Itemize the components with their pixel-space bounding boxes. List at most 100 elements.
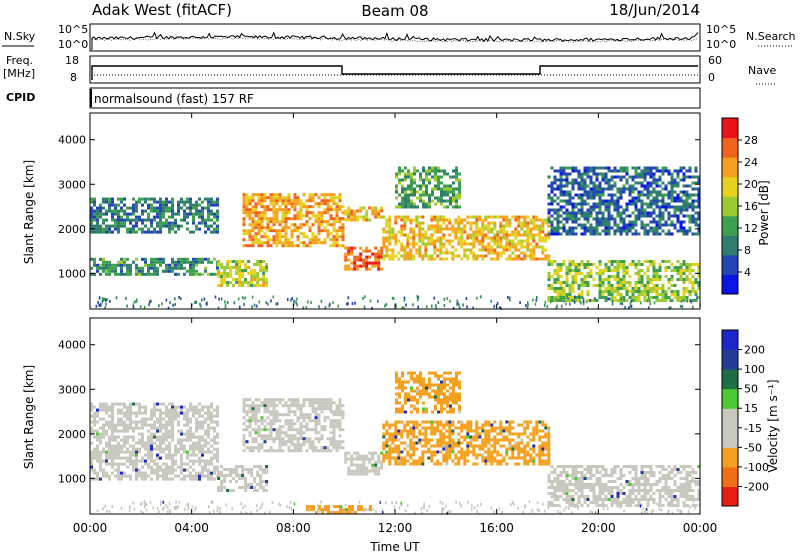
heatmap-cell bbox=[123, 438, 126, 442]
heatmap-cell bbox=[622, 223, 626, 227]
heatmap-cell bbox=[382, 435, 386, 439]
heatmap-cell bbox=[195, 423, 198, 427]
heatmap-cell bbox=[649, 263, 653, 266]
heatmap-cell bbox=[691, 217, 695, 221]
heatmap-cell bbox=[394, 438, 398, 442]
heatmap-cell bbox=[248, 214, 252, 218]
heatmap-cell bbox=[204, 450, 207, 454]
heatmap-cell bbox=[547, 260, 551, 263]
heatmap-cell bbox=[311, 199, 315, 203]
heatmap-cell bbox=[619, 169, 623, 173]
heatmap-cell bbox=[335, 205, 339, 209]
heatmap-cell bbox=[604, 208, 608, 212]
heatmap-cell bbox=[682, 260, 686, 263]
heatmap-cell bbox=[141, 405, 144, 409]
heatmap-cell bbox=[487, 236, 491, 240]
heatmap-cell bbox=[580, 223, 584, 227]
heatmap-cell bbox=[568, 226, 572, 230]
heatmap-cell bbox=[223, 474, 227, 477]
heatmap-cell bbox=[96, 444, 99, 448]
heatmap-cell bbox=[192, 450, 195, 454]
heatmap-cell bbox=[150, 299, 152, 303]
heatmap-cell bbox=[565, 229, 569, 233]
heatmap-cell bbox=[391, 441, 395, 445]
heatmap-cell bbox=[410, 172, 413, 176]
heatmap-cell bbox=[177, 420, 180, 424]
heatmap-cell bbox=[254, 413, 258, 417]
heatmap-cell bbox=[449, 199, 452, 203]
heatmap-cell bbox=[388, 215, 392, 219]
heatmap-cell bbox=[195, 429, 198, 433]
heatmap-cell bbox=[108, 405, 111, 409]
heatmap-cell bbox=[265, 263, 269, 266]
heatmap-cell bbox=[673, 269, 677, 272]
heatmap-cell bbox=[156, 420, 159, 424]
heatmap-cell bbox=[560, 304, 563, 308]
heatmap-cell bbox=[649, 166, 653, 170]
heatmap-cell bbox=[141, 272, 144, 276]
heatmap-cell bbox=[547, 236, 551, 240]
heatmap-cell bbox=[406, 245, 410, 249]
heatmap-cell bbox=[628, 263, 632, 266]
heatmap-cell bbox=[538, 236, 542, 240]
heatmap-cell bbox=[578, 295, 581, 299]
heatmap-cell bbox=[123, 420, 126, 424]
heatmap-cell bbox=[568, 211, 572, 215]
heatmap-cell bbox=[670, 199, 674, 203]
heatmap-cell bbox=[382, 441, 386, 445]
heatmap-cell bbox=[631, 175, 635, 179]
heatmap-cell bbox=[204, 218, 207, 222]
heatmap-cell bbox=[619, 299, 623, 302]
heatmap-cell bbox=[451, 429, 455, 433]
heatmap-cell bbox=[314, 449, 318, 453]
heatmap-cell bbox=[589, 190, 593, 194]
heatmap-cell bbox=[168, 456, 171, 460]
heatmap-cell bbox=[177, 227, 180, 231]
heatmap-cell bbox=[436, 429, 440, 433]
heatmap-cell bbox=[90, 402, 93, 406]
heatmap-cell bbox=[385, 444, 389, 448]
heatmap-cell bbox=[210, 438, 213, 442]
heatmap-cell bbox=[592, 181, 596, 185]
heatmap-cell bbox=[484, 438, 488, 442]
heatmap-cell bbox=[655, 299, 659, 302]
heatmap-cell bbox=[189, 272, 192, 276]
heatmap-cell bbox=[413, 205, 416, 209]
heatmap-cell bbox=[251, 226, 255, 230]
heatmap-cell bbox=[174, 224, 177, 228]
heatmap-cell bbox=[96, 456, 99, 460]
heatmap-cell bbox=[388, 444, 392, 448]
heatmap-cell bbox=[368, 218, 372, 222]
heatmap-cell bbox=[664, 205, 668, 209]
heatmap-cell bbox=[463, 239, 467, 243]
heatmap-cell bbox=[673, 266, 677, 269]
heatmap-cell bbox=[691, 187, 695, 191]
heatmap-cell bbox=[341, 446, 345, 450]
heatmap-cell bbox=[147, 447, 150, 451]
heatmap-cell bbox=[676, 181, 680, 185]
heatmap-cell bbox=[293, 437, 297, 441]
heatmap-cell bbox=[436, 441, 440, 445]
heatmap-cell bbox=[344, 209, 348, 213]
heatmap-cell bbox=[183, 468, 186, 472]
heatmap-cell bbox=[430, 224, 434, 228]
heatmap-cell bbox=[589, 299, 593, 302]
heatmap-cell bbox=[229, 266, 233, 269]
heatmap-cell bbox=[245, 410, 249, 414]
heatmap-cell bbox=[544, 221, 548, 225]
heatmap-cell bbox=[189, 459, 192, 463]
heatmap-cell bbox=[458, 172, 461, 176]
heatmap-cell bbox=[241, 468, 245, 471]
heatmap-cell bbox=[171, 468, 174, 472]
heatmap-cell bbox=[320, 299, 323, 303]
heatmap-cell bbox=[102, 257, 105, 261]
heatmap-cell bbox=[655, 166, 659, 170]
heatmap-cell bbox=[250, 468, 254, 471]
heatmap-cell bbox=[430, 233, 434, 237]
heatmap-cell bbox=[359, 258, 363, 262]
heatmap-cell bbox=[691, 181, 695, 185]
heatmap-cell bbox=[120, 471, 123, 475]
heatmap-cell bbox=[167, 306, 170, 310]
heatmap-cell bbox=[400, 242, 404, 246]
heatmap-cell bbox=[694, 220, 698, 224]
